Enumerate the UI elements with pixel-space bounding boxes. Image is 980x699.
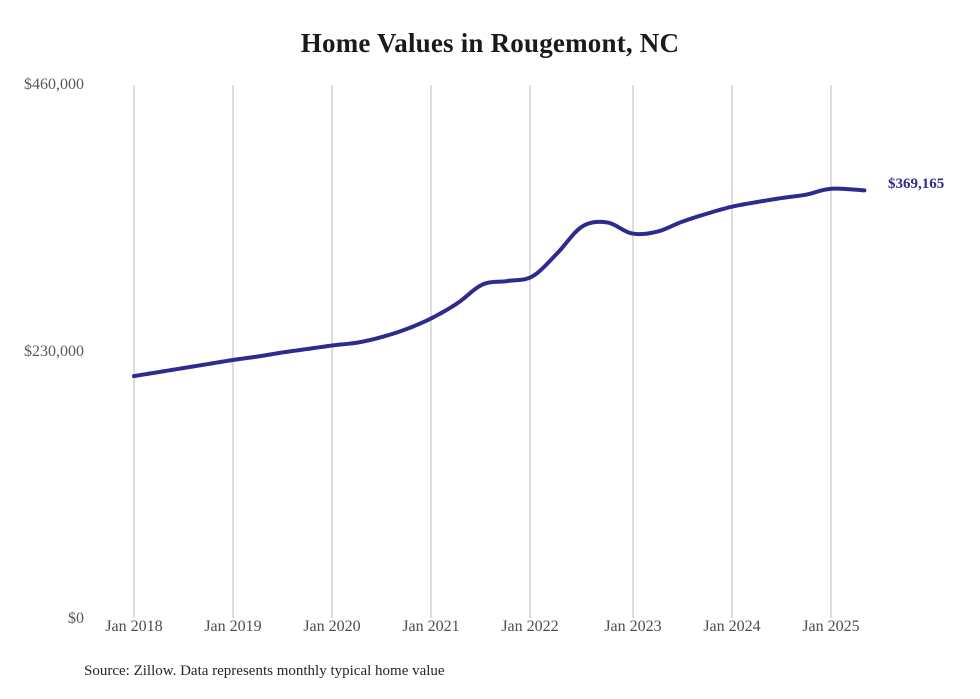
- y-axis-tick-460000: $460,000: [24, 76, 84, 93]
- x-axis-tick-jan-2025: Jan 2025: [802, 618, 860, 635]
- x-axis-tick-jan-2023: Jan 2023: [604, 618, 662, 635]
- home-value-line-series: [132, 186, 867, 379]
- x-axis-tick-jan-2021: Jan 2021: [402, 618, 460, 635]
- x-axis-tick-jan-2020: Jan 2020: [303, 618, 361, 635]
- source-note: Source: Zillow. Data represents monthly …: [84, 663, 445, 679]
- y-axis-tick-0: $0: [68, 610, 84, 627]
- x-axis-tick-jan-2019: Jan 2019: [204, 618, 262, 635]
- x-axis-tick-jan-2018: Jan 2018: [105, 618, 163, 635]
- vertical-gridlines: [133, 85, 832, 618]
- x-axis-tick-jan-2024: Jan 2024: [703, 618, 761, 635]
- chart-title: Home Values in Rougemont, NC: [300, 28, 680, 58]
- y-axis-tick-230000: $230,000: [24, 343, 84, 360]
- x-axis-tick-jan-2022: Jan 2022: [501, 618, 559, 635]
- series-end-value-label: $369,165: [888, 176, 945, 192]
